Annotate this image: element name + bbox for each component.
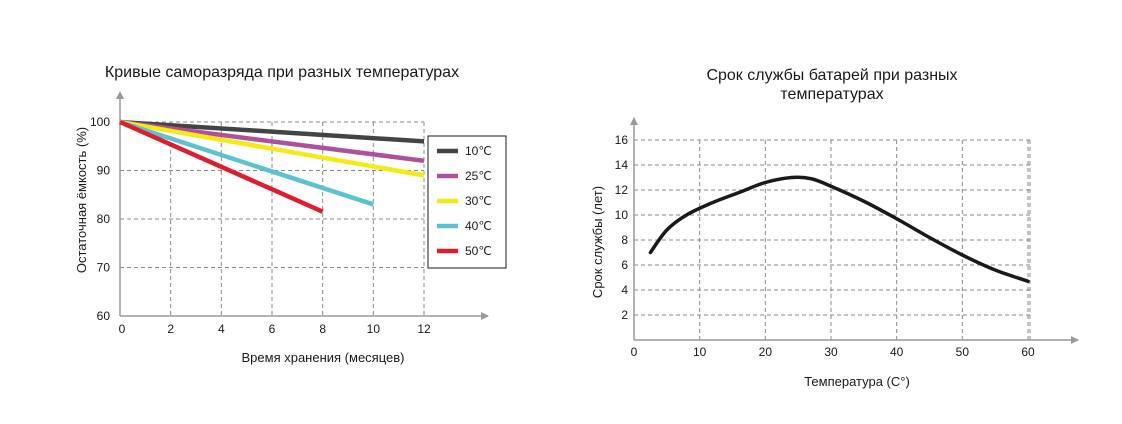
y-tick-label: 70 (97, 261, 111, 275)
x-tick-label: 40 (890, 345, 904, 359)
y-tick-label: 2 (621, 308, 628, 322)
y-tick-label: 16 (615, 133, 629, 147)
chart1-x-ticks: 0 2 4 6 8 10 12 (119, 322, 431, 336)
chart2-title-line1: Срок службы батарей при разных (706, 67, 957, 84)
chart2-y-label: Срок службы (лет) (590, 186, 605, 298)
x-tick-label: 12 (417, 322, 431, 336)
y-tick-label: 60 (97, 309, 111, 323)
chart1-grid (120, 121, 425, 316)
x-tick-label: 10 (693, 345, 707, 359)
x-tick-label: 10 (367, 322, 381, 336)
legend-label: 50℃ (465, 244, 492, 258)
legend-label: 40℃ (465, 219, 492, 233)
self-discharge-chart: Кривые саморазряда при разных температур… (74, 64, 507, 365)
chart2-series (648, 175, 1030, 283)
y-tick-label: 4 (621, 283, 628, 297)
x-tick-label: 0 (119, 322, 126, 336)
series-line (119, 119, 425, 144)
series-line (119, 119, 425, 178)
chart1-y-ticks: 60 70 80 90 100 (90, 115, 110, 323)
y-tick-label: 10 (615, 208, 629, 222)
series-line (119, 119, 425, 164)
x-tick-label: 0 (631, 345, 638, 359)
x-tick-label: 2 (167, 322, 174, 336)
chart2-title-line2: температурах (780, 86, 883, 103)
battery-life-chart: Срок службы батарей при разных температу… (590, 67, 1079, 389)
y-tick-label: 14 (615, 158, 629, 172)
chart2-y-ticks: 2 4 6 8 10 12 14 16 (615, 133, 629, 322)
chart2-grid (634, 139, 1031, 340)
y-tick-label: 80 (97, 212, 111, 226)
x-tick-label: 50 (956, 345, 970, 359)
y-tick-label: 8 (621, 233, 628, 247)
series-line (648, 175, 1030, 283)
series-line (119, 119, 324, 214)
chart1-y-label: Остаточная ёмкость (%) (74, 127, 89, 273)
chart1-series (119, 119, 425, 214)
legend-label: 10℃ (465, 144, 492, 158)
x-tick-label: 6 (269, 322, 276, 336)
x-tick-label: 60 (1021, 345, 1035, 359)
legend-label: 30℃ (465, 194, 492, 208)
series-line (119, 119, 375, 207)
x-tick-label: 20 (759, 345, 773, 359)
y-tick-label: 6 (621, 258, 628, 272)
legend-label: 25℃ (465, 169, 492, 183)
chart2-x-label: Температура (C°) (804, 374, 910, 389)
y-tick-label: 12 (615, 183, 629, 197)
chart2-x-ticks: 0 10 20 30 40 50 60 (631, 345, 1035, 359)
x-tick-label: 8 (319, 322, 326, 336)
chart1-x-label: Время хранения (месяцев) (242, 350, 405, 365)
chart1-title: Кривые саморазряда при разных температур… (105, 64, 459, 81)
y-tick-label: 90 (97, 164, 111, 178)
chart1-legend: 10℃ 25℃ 30℃ 40℃ 50℃ (427, 135, 507, 269)
x-tick-label: 4 (218, 322, 225, 336)
x-tick-label: 30 (824, 345, 838, 359)
y-tick-label: 100 (90, 115, 110, 129)
